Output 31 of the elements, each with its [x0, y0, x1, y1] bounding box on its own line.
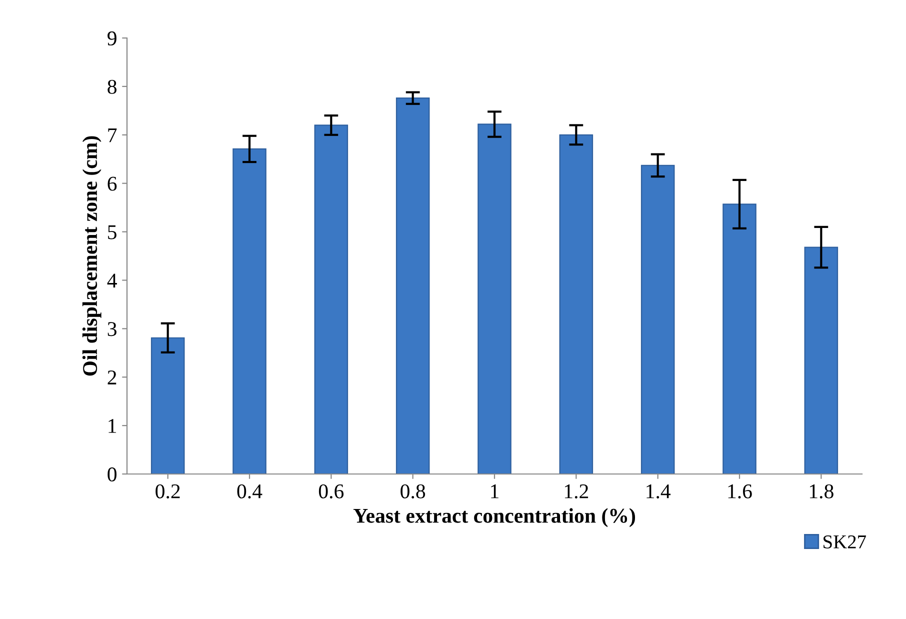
- x-tick-label: 0.4: [237, 484, 262, 498]
- y-tick-label: 4: [107, 274, 117, 288]
- bar: [722, 204, 756, 474]
- bar: [150, 337, 185, 474]
- x-tick-label: 1: [491, 484, 498, 498]
- x-tick-label: 1.4: [646, 484, 671, 498]
- y-tick-label: 5: [108, 225, 116, 240]
- y-tick-label: 8: [108, 80, 116, 94]
- x-tick-label: 0.8: [400, 484, 426, 498]
- bar: [640, 164, 675, 474]
- x-tick-label: 1.6: [728, 484, 752, 498]
- bar: [314, 124, 348, 474]
- y-tick-label: 0: [108, 467, 116, 482]
- x-tick-label: 1.2: [564, 484, 588, 498]
- x-tick-label: 1.8: [810, 484, 834, 498]
- x-tick-label: 0.2: [156, 484, 180, 498]
- y-tick-label: 7: [108, 128, 117, 142]
- y-axis-title: Oil displacement zone (cm): [82, 136, 102, 376]
- y-tick-label: 1: [108, 419, 116, 433]
- legend-label: SK27: [824, 535, 866, 548]
- y-tick-label: 2: [108, 370, 116, 384]
- bar: [804, 246, 838, 474]
- bar: [478, 124, 512, 474]
- bar: [232, 148, 266, 474]
- bar: [396, 98, 430, 474]
- y-tick-label: 9: [108, 31, 116, 46]
- x-tick-label: 0.6: [318, 484, 344, 498]
- bar: [559, 134, 594, 474]
- y-tick-label: 3: [108, 322, 116, 336]
- x-axis-title: Yeast extract concentration (%): [353, 508, 636, 528]
- y-tick-label: 6: [108, 176, 117, 191]
